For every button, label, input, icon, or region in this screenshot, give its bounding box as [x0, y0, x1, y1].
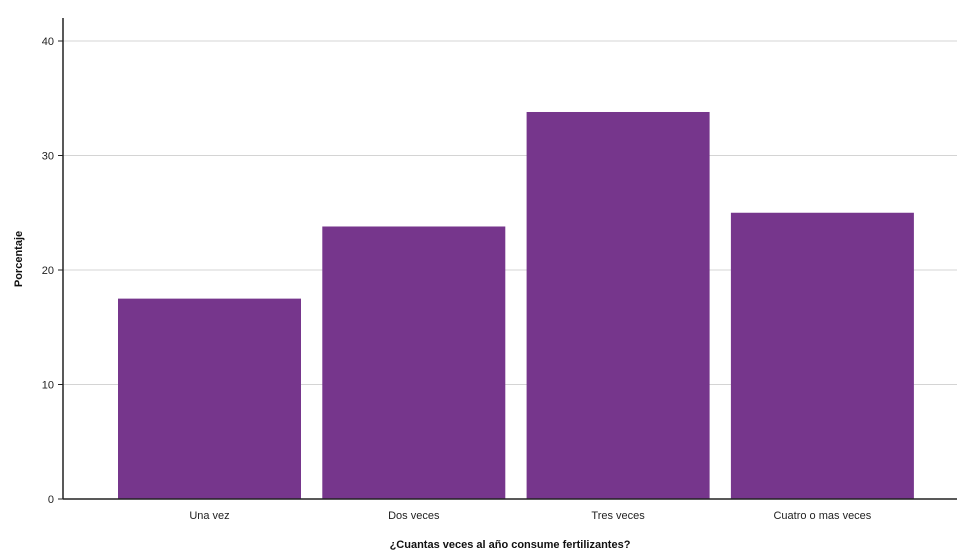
- bar-1: [118, 298, 301, 499]
- x-tick-label: Cuatro o mas veces: [773, 510, 871, 522]
- y-tick-label: 30: [42, 151, 54, 163]
- bar-4: [730, 212, 914, 499]
- axes: [62, 18, 957, 500]
- y-tick-label: 10: [42, 380, 54, 392]
- y-axis-title: Porcentaje: [13, 231, 25, 287]
- y-tick-labels: 0 10 20 30 40: [42, 36, 63, 506]
- bars: [118, 111, 914, 500]
- x-tick-labels: Una vez Dos veces Tres veces Cuatro o mas v…: [189, 510, 871, 522]
- bar-2: [322, 226, 506, 500]
- x-tick-label: Tres veces: [591, 510, 645, 522]
- x-tick-label: Una vez: [189, 510, 229, 522]
- bar-3: [526, 111, 710, 500]
- x-tick-label: Dos veces: [388, 510, 440, 522]
- y-tick-label: 40: [42, 36, 54, 48]
- y-tick-label: 0: [48, 494, 54, 506]
- x-axis-title: ¿Cuantas veces al año consume fertilizan…: [390, 539, 631, 551]
- y-tick-label: 20: [42, 265, 54, 277]
